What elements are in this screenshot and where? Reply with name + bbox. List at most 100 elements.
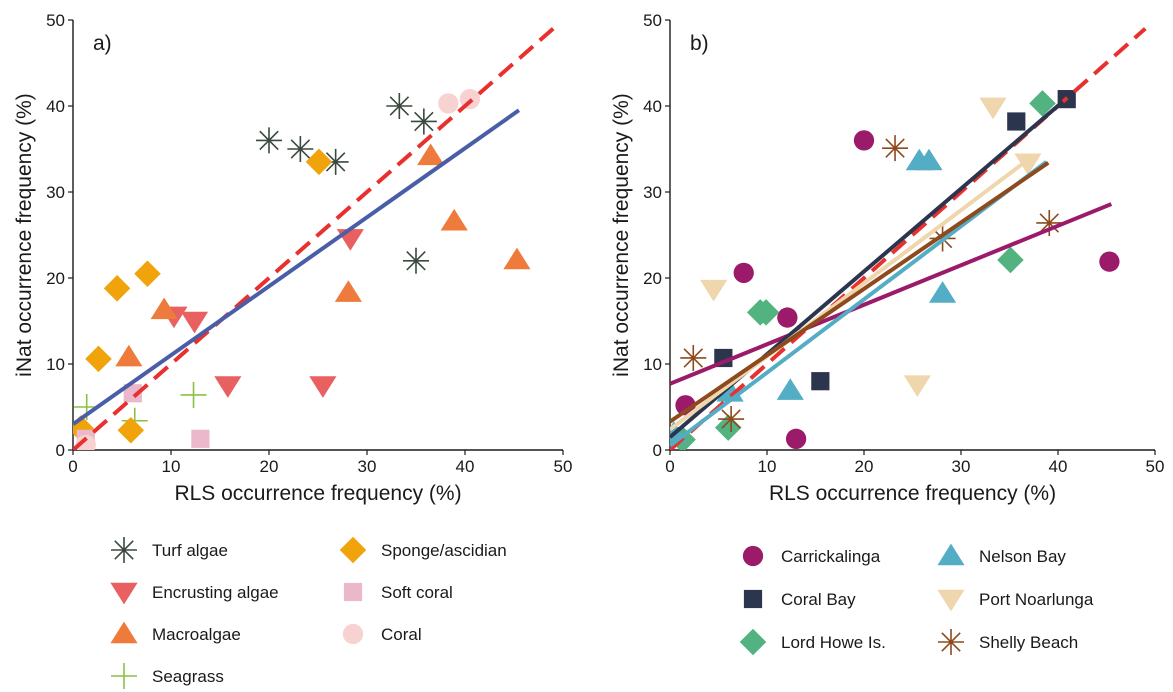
legend-marker (937, 589, 965, 612)
data-point (903, 375, 931, 397)
data-point (410, 108, 437, 135)
data-point (117, 416, 145, 444)
y-tick-label: 40 (46, 97, 65, 116)
data-point (1029, 90, 1056, 117)
data-point (150, 297, 178, 320)
y-tick-label: 50 (46, 11, 65, 30)
data-point (134, 260, 161, 287)
y-axis-label: iNat occurrence frequency (%) (13, 93, 36, 377)
data-point (979, 97, 1007, 120)
x-tick-label: 10 (758, 457, 777, 476)
data-point (334, 280, 362, 302)
legend-marker (111, 663, 137, 689)
one-to-one-reference-line (670, 27, 1147, 450)
series-macroalgae (115, 143, 531, 367)
legend-item-coral-bay: Coral Bay (743, 589, 856, 609)
legend-marker (743, 589, 763, 609)
data-point (115, 344, 143, 367)
regression-line (670, 161, 1050, 424)
x-tick-label: 50 (554, 457, 573, 476)
data-point (180, 311, 209, 334)
regression-line (670, 156, 1033, 431)
data-point (309, 376, 337, 398)
series-port-noarlunga (700, 97, 1042, 397)
x-tick-label: 10 (162, 457, 181, 476)
data-point (718, 406, 745, 433)
data-point (438, 93, 459, 114)
legend-marker (742, 545, 764, 567)
legend-label: Carrickalinga (781, 547, 881, 566)
data-point (417, 143, 445, 166)
legend-marker (937, 543, 965, 566)
data-point (776, 378, 804, 400)
y-tick-label: 20 (46, 269, 65, 288)
data-point (322, 148, 349, 175)
data-point (287, 136, 314, 162)
data-point (700, 279, 728, 302)
legend-item-soft-coral: Soft coral (343, 582, 453, 602)
x-tick-label: 0 (665, 457, 674, 476)
legend-marker (342, 623, 364, 645)
legend-marker (739, 628, 767, 656)
legend-item-port-noarlunga: Port Noarlunga (937, 589, 1094, 612)
legend-label: Shelly Beach (979, 633, 1078, 652)
legend-item-coral: Coral (342, 623, 422, 645)
legend-item-seagrass: Seagrass (111, 663, 224, 689)
y-tick-label: 0 (56, 441, 65, 460)
data-point (733, 262, 754, 283)
legend-item-shelly-beach: Shelly Beach (938, 629, 1078, 655)
panel-b-chart: 0 10 20 30 40 50 0 10 20 30 40 50 RLS occurrence fre… (610, 11, 1164, 505)
data-point (811, 372, 830, 391)
y-tick-label: 40 (643, 97, 662, 116)
series-turf-algae (256, 93, 437, 274)
data-point (191, 429, 210, 448)
legend-item-sponge-ascidian: Sponge/ascidian (339, 536, 507, 564)
legend-label: Lord Howe Is. (781, 633, 886, 652)
data-point (256, 127, 282, 154)
x-tick-label: 20 (855, 457, 874, 476)
x-tick-label: 30 (952, 457, 971, 476)
data-point (305, 148, 333, 176)
legend-item-macroalgae: Macroalgae (110, 621, 241, 644)
regression-line (73, 108, 521, 426)
legend-label: Macroalgae (152, 625, 241, 644)
x-tick-label: 30 (358, 457, 377, 476)
data-point (85, 345, 112, 373)
data-point (386, 93, 413, 119)
legend-label: Nelson Bay (979, 547, 1066, 566)
panel-label: a) (93, 32, 112, 55)
data-point (1099, 251, 1120, 272)
legend-marker (110, 621, 138, 644)
y-tick-label: 50 (643, 11, 662, 30)
y-tick-label: 10 (643, 355, 662, 374)
data-point (853, 130, 875, 151)
y-tick-label: 30 (643, 183, 662, 202)
data-point (1007, 112, 1026, 131)
data-point (403, 247, 429, 274)
data-point (75, 434, 96, 450)
legend-marker (343, 582, 363, 602)
data-point (123, 384, 142, 403)
series-carrickalinga (675, 130, 1120, 449)
data-point (752, 299, 780, 326)
data-point (997, 246, 1024, 274)
legend-label: Encrusting algae (152, 583, 279, 602)
legend-label: Seagrass (152, 667, 224, 686)
data-point (675, 395, 696, 416)
data-point (882, 135, 909, 162)
panel-a-chart: 0 10 20 30 40 50 0 10 20 30 40 50 RLS occurrence fre… (13, 11, 572, 505)
panel-b-legend: Carrickalinga Coral Bay Lord Howe Is. Nelso… (739, 543, 1094, 656)
panel-a-legend: Turf algae Encrusting algae Macroalgae Seag… (110, 536, 507, 689)
legend-label: Port Noarlunga (979, 590, 1094, 609)
legend-marker (938, 629, 964, 655)
legend-label: Coral (381, 625, 422, 644)
data-point (214, 376, 242, 398)
data-point (1036, 209, 1063, 236)
legend-item-carrickalinga: Carrickalinga (742, 545, 881, 567)
y-tick-label: 30 (46, 183, 65, 202)
data-point (915, 148, 943, 171)
x-axis-label: RLS occurrence frequency (%) (769, 482, 1056, 505)
legend-item-encrusting-algae: Encrusting algae (110, 582, 279, 605)
